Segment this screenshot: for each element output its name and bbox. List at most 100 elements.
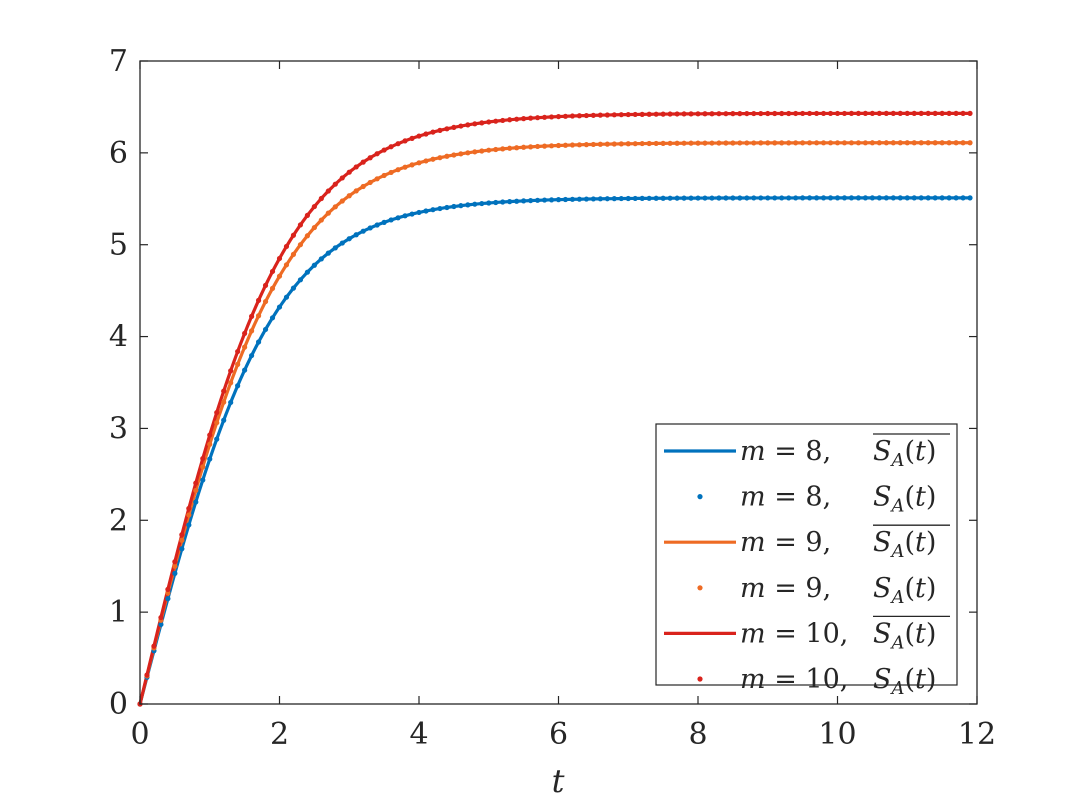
legend-label: m = 8, — [740, 436, 831, 467]
data-point-m8 — [381, 219, 387, 225]
data-point-m9 — [228, 380, 234, 386]
data-point-m8 — [786, 195, 792, 201]
data-point-m10 — [423, 131, 429, 137]
data-point-m8 — [395, 215, 401, 221]
data-point-m9 — [946, 140, 952, 146]
data-point-m9 — [339, 198, 345, 204]
legend-dot-m10 — [697, 676, 703, 682]
data-point-m8 — [360, 228, 366, 234]
data-point-m8 — [409, 211, 415, 217]
data-point-m10 — [186, 505, 192, 512]
data-point-m8 — [604, 196, 610, 202]
data-point-m8 — [186, 522, 192, 528]
data-point-m9 — [500, 146, 506, 152]
data-point-m9 — [876, 140, 882, 146]
data-point-m9 — [507, 145, 513, 151]
legend-label: m = 9, — [740, 573, 831, 604]
data-point-m9 — [528, 144, 534, 150]
data-point-m8 — [674, 195, 680, 201]
data-point-m9 — [472, 149, 478, 155]
data-point-m10 — [876, 110, 882, 116]
y-tick-label: 5 — [109, 228, 128, 263]
data-point-m10 — [207, 432, 213, 438]
data-point-m9 — [381, 172, 387, 179]
data-point-m8 — [779, 195, 785, 201]
data-point-m8 — [876, 195, 882, 201]
data-point-m8 — [744, 195, 750, 201]
data-point-m8 — [318, 256, 324, 262]
data-point-m8 — [583, 196, 590, 202]
data-point-m10 — [932, 110, 938, 116]
data-point-m10 — [667, 111, 673, 117]
data-point-m10 — [807, 110, 813, 117]
data-point-m10 — [528, 115, 534, 121]
data-point-m9 — [918, 140, 924, 146]
data-point-m10 — [339, 175, 345, 181]
data-point-m8 — [653, 195, 659, 201]
data-point-m9 — [751, 140, 757, 146]
data-point-m10 — [751, 110, 757, 117]
data-point-m9 — [388, 169, 394, 176]
data-point-m8 — [904, 195, 910, 201]
data-point-m8 — [611, 196, 617, 202]
data-point-m10 — [744, 110, 750, 117]
data-point-m8 — [249, 352, 255, 359]
data-point-m10 — [262, 282, 269, 288]
data-point-m8 — [625, 195, 631, 202]
data-point-m10 — [681, 111, 687, 117]
data-point-m10 — [193, 480, 199, 486]
data-point-m8 — [716, 195, 722, 201]
data-point-m10 — [500, 117, 506, 124]
data-point-m8 — [521, 198, 527, 204]
data-point-m10 — [786, 110, 792, 117]
data-point-m8 — [632, 195, 638, 202]
data-point-m9 — [242, 344, 248, 350]
data-point-m10 — [311, 203, 317, 210]
data-point-m8 — [507, 199, 513, 205]
data-point-m9 — [290, 251, 297, 257]
data-point-m10 — [758, 110, 764, 117]
data-point-m8 — [834, 195, 841, 201]
data-point-m8 — [925, 195, 931, 201]
data-point-m9 — [374, 176, 380, 182]
data-point-m9 — [737, 140, 743, 146]
data-point-m8 — [848, 195, 855, 201]
data-point-m10 — [772, 110, 778, 117]
data-point-m9 — [583, 142, 590, 148]
data-point-m8 — [869, 195, 875, 201]
data-point-m10 — [862, 110, 869, 116]
data-point-m9 — [325, 210, 331, 216]
data-point-m8 — [423, 208, 429, 214]
data-point-m10 — [235, 348, 241, 355]
data-point-m10 — [269, 268, 276, 275]
data-point-m8 — [918, 195, 924, 201]
data-point-m8 — [283, 294, 290, 300]
data-point-m9 — [800, 140, 806, 146]
legend-label: m = 10, — [740, 664, 848, 695]
data-point-m10 — [228, 368, 234, 374]
data-point-m10 — [242, 330, 248, 337]
data-point-m9 — [639, 140, 645, 147]
data-point-m10 — [444, 126, 450, 132]
legend-label: m = 9, — [740, 527, 831, 558]
data-point-m8 — [534, 197, 541, 203]
data-point-m10 — [249, 313, 255, 319]
data-point-m8 — [472, 201, 478, 207]
data-point-m9 — [346, 193, 352, 199]
data-point-m8 — [172, 570, 178, 576]
legend-symbol: SA(t) — [873, 436, 936, 471]
legend-label: m = 10, — [740, 618, 848, 649]
data-point-m10 — [639, 111, 645, 117]
data-point-m8 — [758, 195, 764, 201]
data-point-m9 — [953, 140, 959, 146]
data-point-m9 — [276, 273, 283, 279]
data-point-m9 — [688, 140, 694, 146]
data-point-m8 — [723, 195, 729, 201]
legend-box — [655, 423, 958, 686]
data-point-m9 — [925, 140, 931, 146]
data-point-m10 — [514, 116, 520, 122]
data-point-m10 — [611, 112, 617, 118]
data-point-m9 — [695, 140, 701, 146]
